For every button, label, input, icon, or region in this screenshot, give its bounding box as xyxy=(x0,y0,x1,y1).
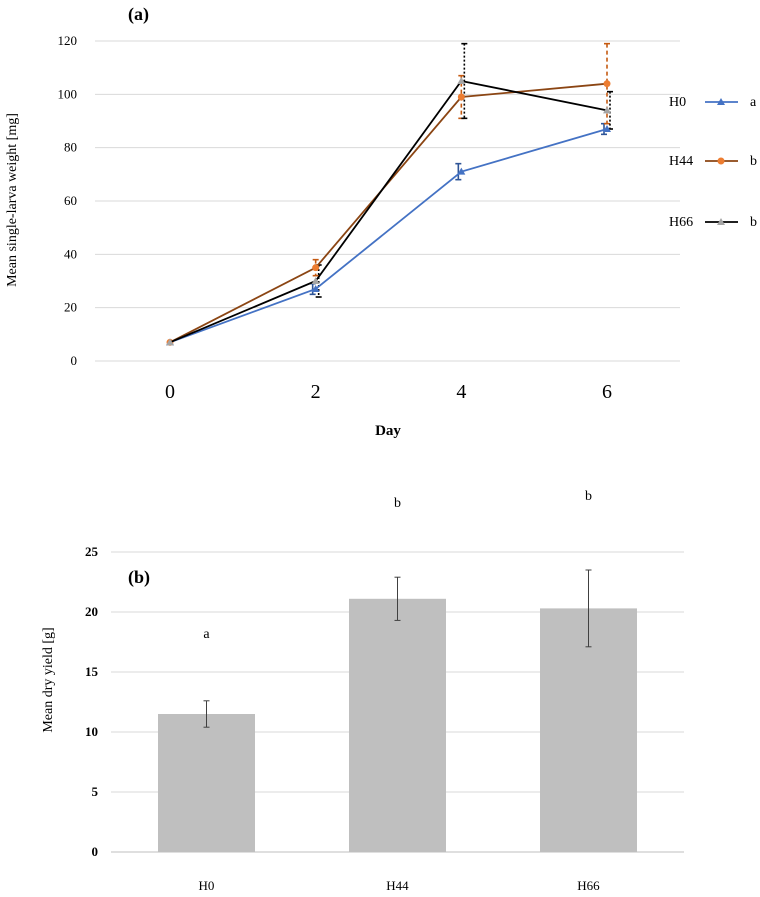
line-chart-panel: (a) 0 20 40 60 80 100 120 0 2 4 6 Mean single-lar… xyxy=(5,4,757,439)
significance-label: a xyxy=(203,627,210,642)
y-tick-label: 100 xyxy=(58,86,78,101)
y-tick-labels: 0 5 10 15 20 25 xyxy=(85,544,99,859)
y-tick-label: 20 xyxy=(85,604,98,619)
legend-marker xyxy=(717,157,725,165)
gridlines xyxy=(95,40,680,362)
legend-label: H0 xyxy=(669,95,686,110)
y-tick-label: 0 xyxy=(92,844,99,859)
y-tick-label: 15 xyxy=(85,664,99,679)
series-line-H66 xyxy=(169,80,608,344)
y-tick-label: 80 xyxy=(64,140,77,155)
data-point xyxy=(603,125,611,132)
significance-label: b xyxy=(750,154,757,169)
y-tick-label: 0 xyxy=(71,353,78,368)
data-point xyxy=(312,264,320,272)
legend-marker xyxy=(717,218,725,225)
data-point xyxy=(457,77,466,84)
bar-H0 xyxy=(158,714,255,852)
series-line-H44 xyxy=(169,82,608,344)
x-tick-label: 4 xyxy=(456,381,466,403)
x-tick-label: H44 xyxy=(386,878,409,893)
y-tick-label: 60 xyxy=(64,193,77,208)
legend-label: H66 xyxy=(669,215,693,230)
y-tick-label: 10 xyxy=(85,724,98,739)
y-tick-label: 25 xyxy=(85,544,99,559)
significance-label: a xyxy=(750,95,757,110)
data-point xyxy=(311,277,320,284)
legend-label: H44 xyxy=(669,154,693,169)
data-point xyxy=(166,338,174,346)
data-point xyxy=(457,93,465,101)
x-axis-title: Day xyxy=(375,423,401,439)
bars-group: a b b xyxy=(158,489,637,852)
y-tick-labels: 0 20 40 60 80 100 120 xyxy=(58,33,78,368)
bar-H66 xyxy=(540,608,637,852)
y-tick-label: 5 xyxy=(92,784,99,799)
x-tick-label: H0 xyxy=(199,878,215,893)
x-tick-label: 2 xyxy=(311,381,321,403)
bar-H44 xyxy=(349,598,446,852)
x-tick-labels: H0 H44 H66 xyxy=(199,878,601,893)
y-axis-title: Mean dry yield [g] xyxy=(41,627,56,732)
y-tick-label: 40 xyxy=(64,246,77,261)
data-point xyxy=(603,106,611,114)
y-tick-label: 120 xyxy=(58,33,78,48)
bar-chart-panel: 0 5 10 15 20 25 a b b H0 H44 H66 (b) Mean dry yie… xyxy=(41,489,684,893)
x-tick-label: 6 xyxy=(602,381,612,403)
error-bars-H0 xyxy=(309,122,607,296)
x-tick-label: 0 xyxy=(165,381,175,403)
legend: H0 a H44 b H66 b xyxy=(669,95,757,230)
significance-label: b xyxy=(394,496,401,511)
y-axis-title: Mean single-larva weight [mg] xyxy=(5,113,20,287)
x-tick-labels: 0 2 4 6 xyxy=(165,381,612,403)
data-point xyxy=(603,80,611,88)
legend-marker xyxy=(717,98,725,105)
series-line-H0 xyxy=(169,128,608,344)
data-point xyxy=(457,167,466,175)
x-tick-label: H66 xyxy=(577,878,600,893)
y-tick-label: 20 xyxy=(64,300,77,315)
panel-label-b: (b) xyxy=(128,567,150,588)
panel-label-a: (a) xyxy=(128,4,149,25)
significance-label: b xyxy=(750,215,757,230)
data-point xyxy=(311,285,320,292)
significance-label: b xyxy=(585,489,592,504)
series-group xyxy=(166,42,613,346)
